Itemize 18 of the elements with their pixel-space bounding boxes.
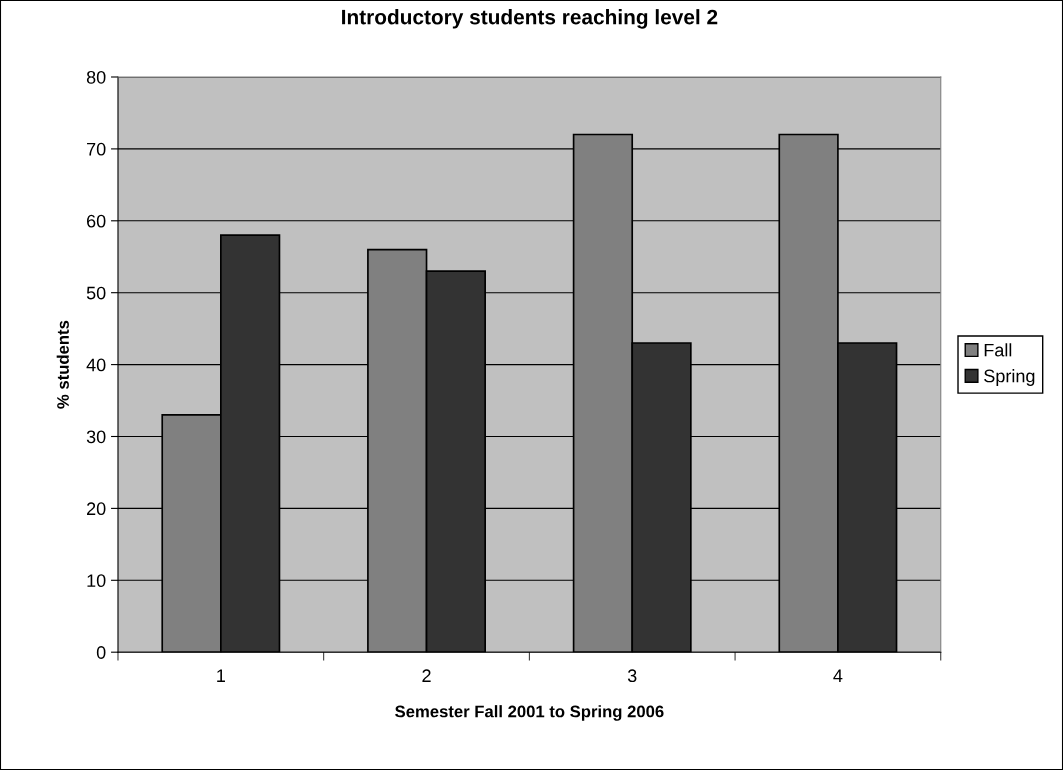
- legend-label: Fall: [984, 343, 1012, 357]
- x-tick-label: 3: [627, 669, 637, 683]
- legend-label: Spring: [984, 369, 1035, 386]
- y-tick-label: 30: [86, 430, 106, 444]
- x-tick-label: 2: [422, 669, 431, 682]
- x-tick-label: 4: [833, 669, 843, 682]
- y-axis-title: % students: [56, 320, 69, 409]
- y-tick-label: 0: [96, 646, 106, 659]
- y-tick-label: 50: [86, 286, 106, 300]
- y-tick-label: 60: [87, 214, 106, 228]
- y-tick-label: 80: [86, 70, 106, 84]
- y-tick-label: 10: [87, 574, 106, 588]
- y-tick-label: 40: [86, 358, 106, 372]
- x-tick-label: 1: [217, 669, 225, 682]
- y-tick-label: 20: [87, 502, 106, 516]
- y-tick-label: 70: [87, 142, 106, 156]
- x-axis-title: Semester Fall 2001 to Spring 2006: [395, 705, 664, 721]
- chart-title: Introductory students reaching level 2: [342, 9, 718, 29]
